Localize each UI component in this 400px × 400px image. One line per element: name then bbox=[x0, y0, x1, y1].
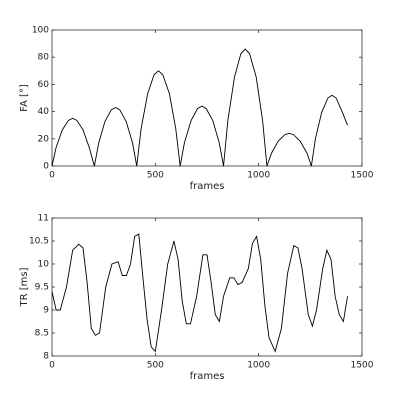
x-tick-label: 1500 bbox=[351, 361, 374, 371]
y-tick-label: 9 bbox=[43, 306, 49, 316]
x-axis-label: frames bbox=[190, 371, 225, 382]
y-tick-label: 20 bbox=[38, 134, 50, 144]
x-axis-label: frames bbox=[190, 181, 225, 192]
x-tick-label: 500 bbox=[147, 361, 164, 371]
y-tick-label: 40 bbox=[38, 107, 50, 117]
y-tick-label: 100 bbox=[32, 26, 49, 36]
data-line bbox=[51, 48, 348, 167]
y-axis-label: TR [ms] bbox=[19, 267, 30, 307]
y-tick-label: 60 bbox=[38, 80, 50, 90]
x-tick-label: 1000 bbox=[247, 171, 270, 181]
y-axis-label: FA [°] bbox=[19, 84, 30, 112]
data-line bbox=[51, 233, 348, 353]
x-tick-label: 1500 bbox=[351, 171, 374, 181]
y-tick-label: 10 bbox=[38, 260, 50, 270]
axes-frame bbox=[51, 217, 363, 357]
y-tick-label: 0 bbox=[43, 162, 49, 172]
x-tick-label: 0 bbox=[49, 361, 55, 371]
y-tick-label: 80 bbox=[38, 53, 50, 63]
y-tick-label: 8 bbox=[43, 352, 49, 362]
y-tick-label: 11 bbox=[38, 214, 49, 224]
x-tick-label: 1000 bbox=[247, 361, 270, 371]
y-tick-label: 9.5 bbox=[35, 283, 49, 293]
y-tick-label: 10.5 bbox=[29, 237, 49, 247]
axes-frame bbox=[51, 29, 363, 167]
x-tick-label: 0 bbox=[49, 171, 55, 181]
x-tick-label: 500 bbox=[147, 171, 164, 181]
y-tick-label: 8.5 bbox=[35, 329, 49, 339]
